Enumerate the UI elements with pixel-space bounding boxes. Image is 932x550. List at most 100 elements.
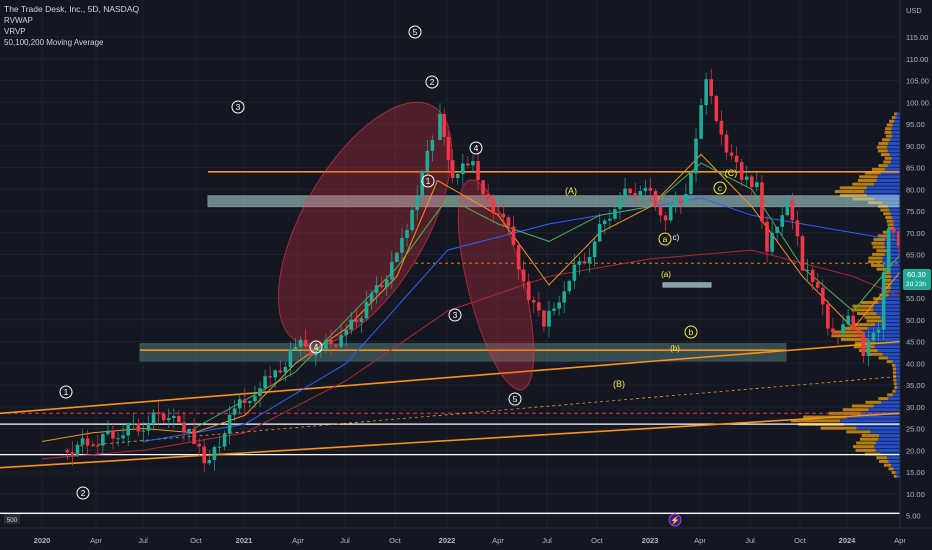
volume-bar-up <box>890 138 900 142</box>
candle-body <box>466 163 470 166</box>
candle-body <box>531 300 536 303</box>
candle-body <box>668 205 673 221</box>
volume-bar-up <box>890 212 900 216</box>
volume-bar-down <box>856 312 877 316</box>
volume-bar-down <box>883 212 891 216</box>
wave-label-b-circle <box>684 325 698 339</box>
candle-body <box>810 269 815 283</box>
candle-body <box>455 174 460 178</box>
volume-bar-down <box>885 127 892 131</box>
volume-bar-down <box>855 341 876 345</box>
volume-bar-down <box>885 134 893 138</box>
volume-bar-up <box>878 437 900 441</box>
candle-body <box>613 209 617 219</box>
volume-bar-down <box>868 352 883 356</box>
volume-bar-down <box>888 467 894 471</box>
volume-bar-down <box>820 426 857 430</box>
volume-bar-up <box>896 371 900 375</box>
x-tick-label: Jul <box>542 536 552 545</box>
volume-bar-down <box>873 238 886 242</box>
candle-body <box>263 376 267 389</box>
volume-bar-up <box>856 426 900 430</box>
currency-label: USD <box>906 6 922 15</box>
y-tick-label: 40.00 <box>906 359 925 368</box>
volume-bar-up <box>896 382 900 386</box>
candle-body <box>643 187 648 192</box>
volume-bar-down <box>893 382 897 386</box>
candle-body <box>673 199 678 206</box>
volume-bar-up <box>884 241 900 245</box>
candle-body <box>719 120 724 135</box>
y-tick-label: 85.00 <box>906 164 925 173</box>
indicator-rvwap[interactable]: RVWAP <box>4 16 33 25</box>
x-tick-label: Apr <box>694 536 706 545</box>
volume-bar-down <box>851 308 874 312</box>
indicator-moving-average[interactable]: 50,100,200 Moving Average <box>4 38 104 47</box>
volume-bar-down <box>891 471 896 475</box>
volume-bar-down <box>887 223 894 227</box>
last-price-value: 60.30 <box>907 270 926 279</box>
wave-label-1-circle <box>59 385 73 399</box>
volume-bar-down <box>882 271 891 275</box>
volume-bar-up <box>896 378 900 382</box>
volume-bar-up <box>888 293 900 297</box>
volume-bar-down <box>891 116 896 120</box>
candle-body <box>344 329 348 336</box>
wave-label-minor-3: 3 <box>453 310 458 320</box>
volume-bar-down <box>878 397 889 401</box>
volume-bar-down <box>894 386 897 390</box>
wave-label-b: b <box>689 327 694 337</box>
volume-bar-up <box>882 256 900 260</box>
wave-label-minor-4-circle <box>469 141 483 155</box>
candle-body <box>70 452 75 456</box>
volume-bar-down <box>873 297 886 301</box>
candle-body <box>714 95 719 121</box>
candle-body <box>602 220 607 225</box>
candle-body <box>85 438 90 446</box>
volume-bar-up <box>880 315 900 319</box>
volume-bar-down <box>840 337 868 341</box>
candle-body <box>217 446 222 448</box>
volume-bar-down <box>878 141 889 145</box>
x-tick-label: Oct <box>389 536 402 545</box>
candle-body <box>90 445 95 447</box>
y-tick-label: 5.00 <box>906 512 921 521</box>
volume-bar-down <box>853 445 875 449</box>
volume-bar-down <box>892 371 897 375</box>
candle-body <box>425 150 430 171</box>
indicator-vrvp[interactable]: VRVP <box>4 27 26 36</box>
candle-body <box>689 173 693 195</box>
volume-bar-down <box>864 171 881 175</box>
volume-bar-down <box>878 356 889 360</box>
wave-label-minor-5: 5 <box>513 394 518 404</box>
candle-body <box>506 217 511 227</box>
candle-body <box>298 339 303 347</box>
candle-body <box>491 199 496 214</box>
volume-bar-down <box>878 164 889 168</box>
volume-bar-down <box>854 323 876 327</box>
volume-bar-up <box>890 271 900 275</box>
volume-bar-down <box>871 263 885 267</box>
volume-bar-up <box>887 267 900 271</box>
volume-bar-up <box>896 474 900 478</box>
volume-bar-up <box>896 374 900 378</box>
candle-body <box>308 346 313 356</box>
wave-label-B: (B) <box>613 379 625 389</box>
volume-bar-up <box>895 116 900 120</box>
candle-body <box>815 282 820 288</box>
volume-bar-down <box>861 434 879 438</box>
volume-bar-down <box>886 219 893 223</box>
volume-bar-down <box>883 230 891 234</box>
volume-bar-down <box>860 437 879 441</box>
volume-bar-up <box>881 400 900 404</box>
wave-label-minor-2-circle <box>425 75 439 89</box>
volume-bar-up <box>893 223 900 227</box>
volume-bar-up <box>888 397 900 401</box>
wave-label-minor-5-circle <box>508 392 522 406</box>
volume-bar-down <box>871 167 885 171</box>
candle-body <box>293 346 298 350</box>
scale-badge: 500 <box>7 517 18 524</box>
volume-bar-up <box>882 260 900 264</box>
